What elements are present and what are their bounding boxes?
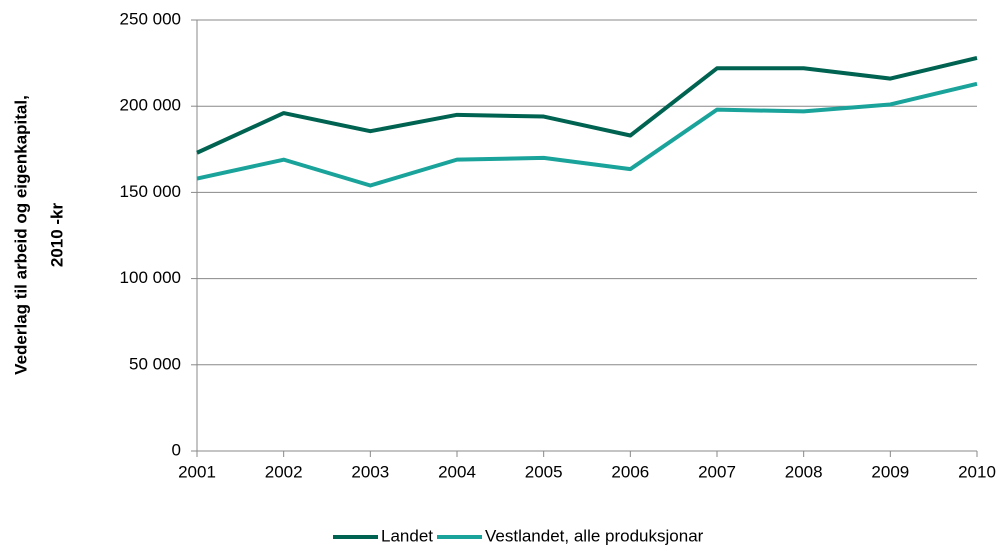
legend-label: Vestlandet, alle produksjonar [485,526,704,545]
legend-label: Landet [381,526,433,545]
legend: Landet Vestlandet, alle produksjonar [333,526,704,545]
x-tick-label: 2005 [525,462,563,481]
y-axis-title: Vederlag til arbeid og eigenkapital, 201… [11,95,66,375]
x-tick-label: 2002 [265,462,303,481]
x-tick-label: 2010 [958,462,996,481]
x-tick-label: 2003 [351,462,389,481]
y-tick-label: 250 000 [120,9,181,28]
x-tick-label: 2001 [178,462,216,481]
x-tick-label: 2004 [438,462,476,481]
x-tick-label: 2006 [611,462,649,481]
x-tick-label: 2008 [785,462,823,481]
y-tick-label: 50 000 [129,354,181,373]
x-tick-label: 2007 [698,462,736,481]
y-tick-label: 200 000 [120,96,181,115]
y-tick-label: 0 [172,440,181,459]
series-line [196,55,978,155]
y-tick-label: 100 000 [120,268,181,287]
y-tick-label: 150 000 [120,182,181,201]
y-axis-title-line: Vederlag til arbeid og eigenkapital, [11,95,30,375]
y-axis-title-line: 2010 -kr [47,202,66,267]
series-line [196,81,978,188]
x-tick-label: 2009 [871,462,909,481]
